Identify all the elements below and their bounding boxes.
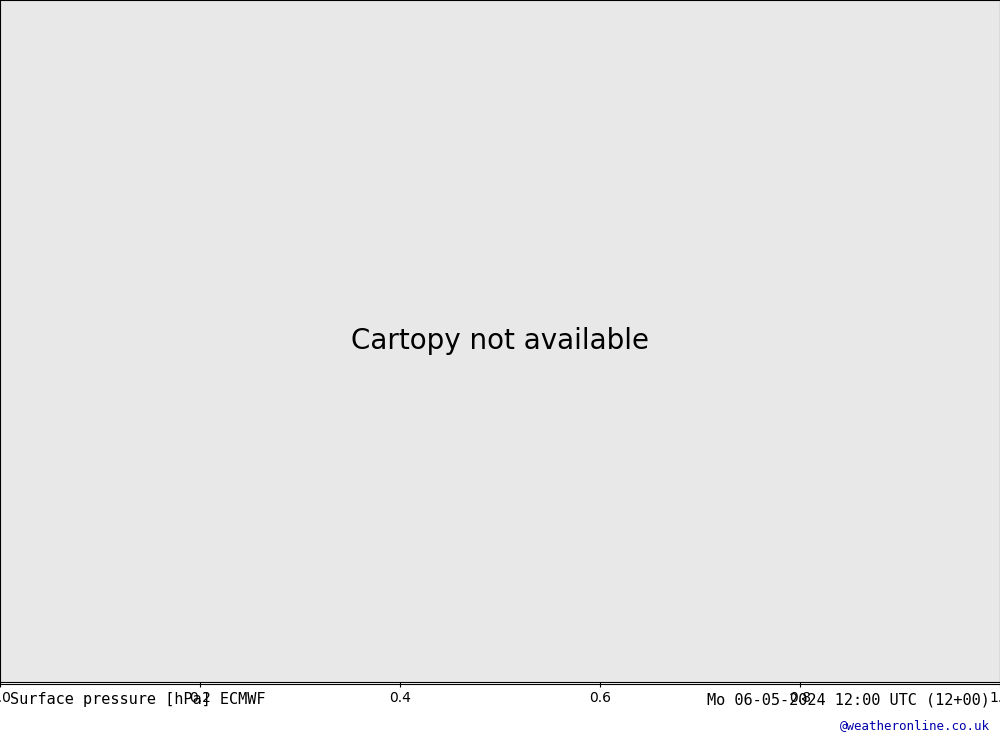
Text: Mo 06-05-2024 12:00 UTC (12+00): Mo 06-05-2024 12:00 UTC (12+00) [707, 692, 990, 707]
Text: Surface pressure [hPa] ECMWF: Surface pressure [hPa] ECMWF [10, 692, 266, 707]
Text: @weatheronline.co.uk: @weatheronline.co.uk [840, 719, 990, 732]
Text: Cartopy not available: Cartopy not available [351, 327, 649, 355]
